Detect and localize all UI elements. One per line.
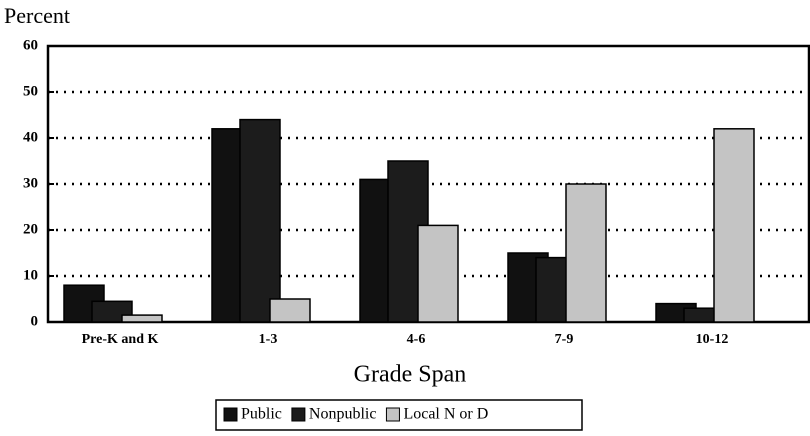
x-tick-label: 7-9 (555, 332, 574, 347)
y-tick-label: 20 (23, 221, 38, 237)
bar (239, 118, 281, 323)
y-tick-label: 30 (23, 175, 38, 191)
legend-swatch (223, 407, 238, 422)
y-tick-label: 0 (31, 313, 39, 329)
bar (713, 128, 755, 323)
bar (417, 224, 459, 323)
y-tick-label: 10 (23, 267, 38, 283)
y-tick-label: 60 (23, 37, 38, 53)
legend-swatch (291, 407, 306, 422)
x-tick-label: 4-6 (407, 332, 426, 347)
legend-box (215, 399, 583, 431)
legend-swatch (385, 407, 400, 422)
y-tick-label: 50 (23, 83, 38, 99)
legend-label: Local N or D (403, 406, 488, 423)
y-axis-label: Percent (4, 3, 70, 28)
x-tick-label: 1-3 (259, 332, 278, 347)
bar (121, 314, 163, 323)
legend-label: Public (241, 406, 282, 423)
x-tick-label: Pre-K and K (82, 332, 159, 347)
bar (565, 183, 607, 323)
x-axis-label: Grade Span (354, 362, 467, 388)
y-tick-label: 40 (23, 129, 38, 145)
legend-label: Nonpublic (309, 406, 377, 423)
x-tick-label: 10-12 (696, 332, 729, 347)
bar (269, 298, 311, 323)
